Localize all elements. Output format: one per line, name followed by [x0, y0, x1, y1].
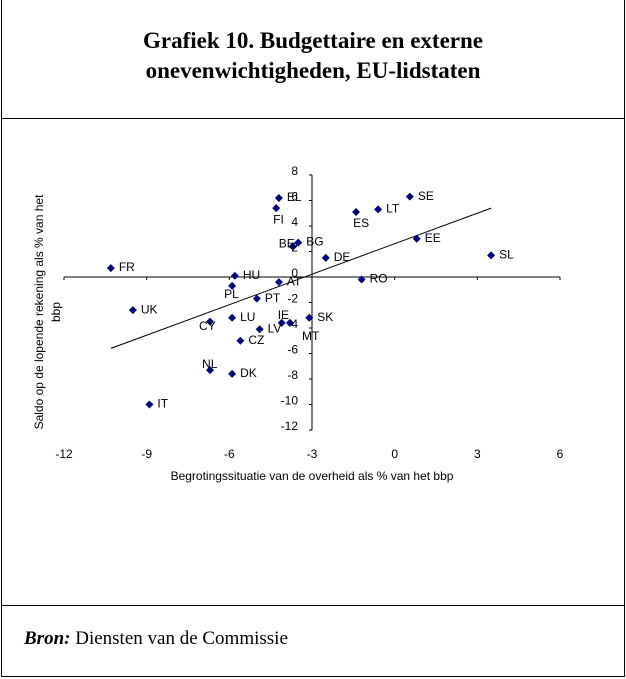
divider	[2, 118, 624, 119]
point-label: SL	[499, 247, 514, 261]
point	[106, 264, 115, 273]
point	[294, 238, 303, 247]
point	[236, 336, 245, 345]
point-label: EE	[425, 231, 441, 245]
point	[145, 400, 154, 409]
point-label: PL	[224, 287, 239, 301]
point-label: MT	[302, 329, 320, 343]
point-label: FR	[119, 260, 135, 274]
point-label: IT	[157, 397, 168, 411]
point-label: EL	[287, 190, 302, 204]
y-tick-label: -12	[281, 419, 299, 433]
point	[272, 204, 281, 213]
point-label: AT	[287, 274, 302, 288]
point	[285, 318, 294, 327]
point	[352, 207, 361, 216]
divider	[2, 605, 624, 606]
x-tick-label: -9	[141, 447, 152, 461]
x-tick-label: -6	[224, 447, 235, 461]
y-tick-label: -2	[287, 292, 298, 306]
point	[206, 317, 215, 326]
point	[274, 193, 283, 202]
point	[487, 251, 496, 260]
x-tick-label: 3	[474, 447, 481, 461]
point	[228, 313, 237, 322]
point	[288, 242, 297, 251]
title: Grafiek 10. Budgettaire en externe oneve…	[2, 26, 624, 86]
y-tick-label: -10	[281, 394, 299, 408]
point-label: IE	[278, 308, 289, 322]
point-label: BG	[306, 235, 323, 249]
y-tick-label: 0	[291, 266, 298, 280]
point	[412, 234, 421, 243]
x-tick-label: -3	[307, 447, 318, 461]
point-label: BE	[279, 237, 295, 251]
point-label: RO	[370, 272, 388, 286]
x-axis-label: Begrotingssituatie van de overheid als %…	[171, 469, 454, 483]
point	[206, 366, 215, 375]
point	[374, 205, 383, 214]
x-tick-label: -12	[55, 447, 73, 461]
point-label: CY	[199, 319, 216, 333]
x-tick-label: 6	[557, 447, 564, 461]
point-label: SE	[418, 189, 434, 203]
point	[305, 313, 314, 322]
point	[405, 192, 414, 201]
y-tick-label: -4	[287, 317, 298, 331]
point-label: PT	[265, 291, 281, 305]
point	[255, 325, 264, 334]
point-label: LV	[268, 321, 282, 335]
point-label: CZ	[248, 333, 264, 347]
point-label: ES	[353, 216, 369, 230]
point	[228, 369, 237, 378]
point	[274, 278, 283, 287]
point-label: HU	[243, 268, 260, 282]
source-label: Bron:	[24, 628, 71, 649]
point	[357, 275, 366, 284]
source-text: Diensten van de Commissie	[70, 628, 288, 649]
point-label: SK	[317, 310, 333, 324]
point-label: DK	[240, 366, 257, 380]
y-tick-label: -6	[287, 343, 298, 357]
y-tick-label: 6	[291, 190, 298, 204]
point	[230, 271, 239, 280]
point	[277, 318, 286, 327]
y-tick-label: 4	[291, 215, 298, 229]
title-text: Grafiek 10. Budgettaire en externe oneve…	[142, 28, 484, 83]
point	[128, 306, 137, 315]
source: Bron: Diensten van de Commissie	[24, 628, 288, 650]
point	[228, 281, 237, 290]
point-label: UK	[141, 302, 158, 316]
point	[321, 253, 330, 262]
y-tick-label: 8	[291, 164, 298, 178]
trendline	[110, 207, 492, 349]
point	[252, 294, 261, 303]
point-label: NL	[202, 357, 218, 371]
y-tick-label: -8	[287, 368, 298, 382]
x-tick-label: 0	[391, 447, 398, 461]
point-label: LU	[240, 310, 255, 324]
point-label: LT	[386, 202, 400, 216]
point-label: DE	[334, 250, 351, 264]
point-label: FI	[273, 212, 284, 226]
